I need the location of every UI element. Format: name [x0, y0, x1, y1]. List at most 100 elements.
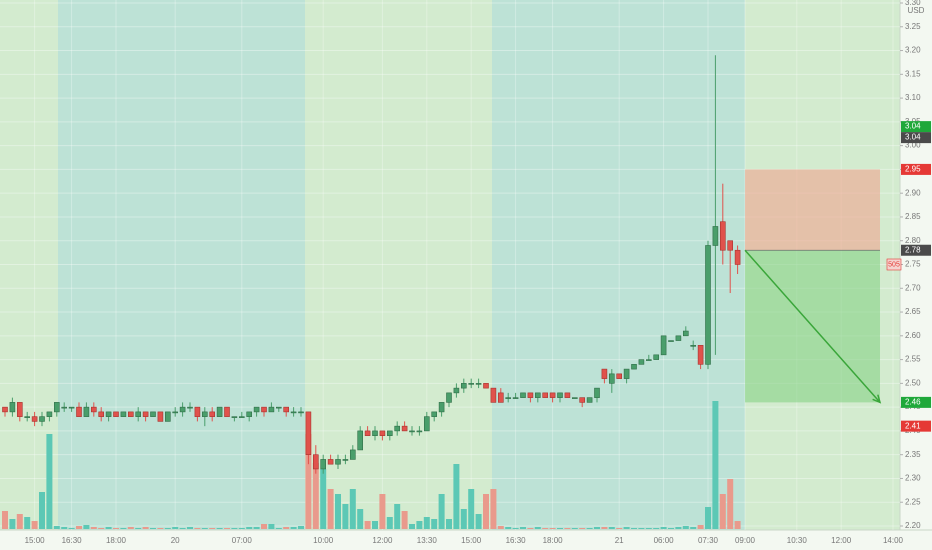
- candle-body: [483, 383, 489, 389]
- volume-bar: [705, 507, 711, 529]
- candle-body: [39, 416, 45, 422]
- price-label: 2.41: [905, 421, 921, 430]
- time-axis: [0, 530, 932, 550]
- volume-bar: [298, 526, 304, 529]
- x-tick-label: 07:00: [232, 536, 253, 545]
- candle-body: [76, 406, 82, 417]
- volume-bar: [549, 528, 556, 529]
- stop-zone: [745, 169, 880, 251]
- volume-bar: [423, 517, 430, 529]
- session-extended: [492, 0, 745, 530]
- volume-bar: [290, 527, 297, 529]
- candle-body: [275, 406, 282, 409]
- volume-bar: [327, 489, 334, 529]
- candle-body: [534, 392, 541, 398]
- candle-body: [53, 402, 60, 413]
- candle-body: [231, 416, 238, 418]
- candle-body: [719, 221, 726, 251]
- candle-body: [394, 425, 401, 432]
- volume-bar: [216, 528, 223, 529]
- volume-bar: [668, 528, 674, 529]
- volume-bar: [394, 504, 401, 529]
- candle-body: [549, 392, 556, 398]
- volume-bar: [446, 519, 452, 529]
- candle-body: [520, 392, 526, 398]
- candle-body: [734, 249, 741, 265]
- price-label-box: [901, 396, 931, 408]
- volume-bar: [623, 527, 630, 529]
- candle-body: [660, 335, 667, 356]
- candle-body: [372, 430, 378, 436]
- volume-bar: [594, 527, 600, 529]
- candle-body: [638, 359, 645, 365]
- candle-body: [401, 425, 408, 432]
- candle-body: [165, 411, 171, 422]
- price-label: 3.04: [905, 122, 921, 131]
- volume-bar: [357, 509, 364, 529]
- volume-bar: [135, 528, 142, 529]
- candle-body: [349, 449, 356, 460]
- volume-bar: [142, 527, 149, 529]
- candle-body: [290, 411, 297, 414]
- candle-body: [379, 430, 386, 436]
- x-tick-label: 10:00: [313, 536, 334, 545]
- candle-body: [490, 387, 497, 403]
- candle-body: [594, 387, 600, 398]
- volume-bar: [512, 528, 519, 529]
- volume-bar: [120, 528, 127, 529]
- volume-bar: [719, 494, 726, 529]
- candle-body: [608, 373, 615, 384]
- price-label: 2.95: [905, 165, 921, 174]
- candle-body: [601, 368, 608, 379]
- volume-bar: [201, 528, 208, 529]
- volume-bar: [475, 514, 482, 529]
- candle-body: [31, 416, 38, 422]
- candle-body: [705, 245, 711, 365]
- volume-bar: [24, 517, 31, 529]
- candle-body: [68, 406, 75, 409]
- countdown-box: [886, 258, 902, 271]
- volume-bar: [268, 524, 275, 529]
- price-label: 2.78: [905, 245, 921, 254]
- volume-bar: [246, 527, 253, 529]
- y-tick-label: 2.70: [905, 283, 921, 292]
- volume-bar: [586, 528, 593, 529]
- volume-bar: [468, 489, 475, 529]
- x-tick-label: 18:00: [106, 536, 127, 545]
- y-tick-label: 2.20: [905, 521, 921, 530]
- currency: USD: [908, 6, 925, 15]
- x-tick-label: 20: [171, 536, 180, 545]
- x-tick-label: 16:30: [506, 536, 527, 545]
- candle-body: [623, 368, 630, 379]
- y-tick-label: 2.80: [905, 236, 921, 245]
- volume-bar: [631, 528, 637, 529]
- candle-body: [224, 406, 230, 417]
- arrow-head: [872, 394, 882, 404]
- y-tick-label: 3.10: [905, 93, 921, 102]
- candle-body: [468, 383, 475, 385]
- candle-body: [364, 430, 371, 436]
- volume-bar: [61, 527, 68, 529]
- x-tick-label: 18:00: [543, 536, 564, 545]
- price-label-box: [901, 163, 931, 175]
- y-tick-label: 2.85: [905, 212, 921, 221]
- volume-bar: [490, 489, 497, 529]
- volume-bar: [379, 494, 386, 529]
- candle-body: [9, 402, 16, 413]
- candle-body: [557, 392, 563, 398]
- volume-bar: [460, 509, 467, 529]
- price-axis: [900, 0, 932, 530]
- x-tick-label: 16:30: [62, 536, 83, 545]
- volume-bar: [164, 528, 171, 529]
- volume-bar: [534, 527, 541, 529]
- candle-body: [246, 411, 252, 417]
- volume-bar: [660, 527, 667, 529]
- candle-body: [631, 364, 637, 370]
- candle-body: [209, 411, 215, 417]
- candle-body: [423, 416, 430, 432]
- volume-bar: [90, 527, 97, 529]
- candle-body: [98, 411, 104, 417]
- candle-body: [475, 383, 482, 385]
- volume-bar: [527, 528, 534, 529]
- candle-body: [668, 340, 674, 342]
